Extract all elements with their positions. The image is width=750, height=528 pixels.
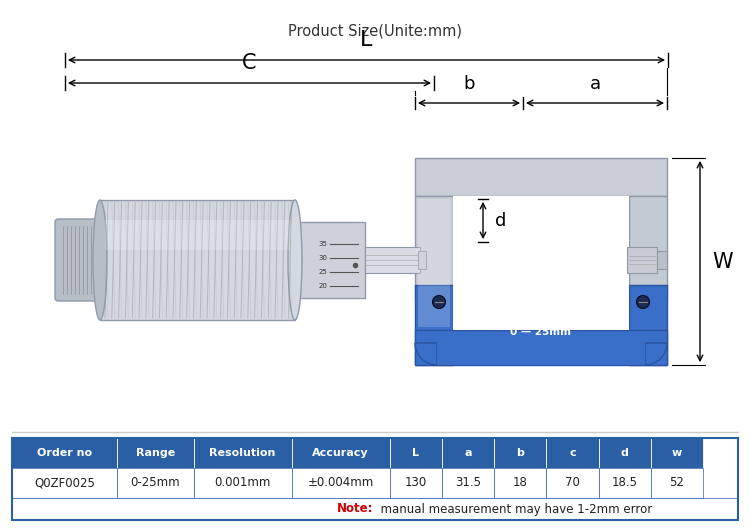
Bar xyxy=(598,438,651,468)
Ellipse shape xyxy=(288,200,302,320)
Bar xyxy=(12,498,738,520)
Bar xyxy=(651,438,704,468)
Text: 35: 35 xyxy=(318,241,327,247)
Bar xyxy=(292,468,389,498)
Bar xyxy=(546,468,598,498)
Ellipse shape xyxy=(93,200,107,320)
Text: c: c xyxy=(569,448,576,458)
Bar xyxy=(389,438,442,468)
Bar xyxy=(657,251,667,269)
Bar xyxy=(598,468,651,498)
Text: Accuracy: Accuracy xyxy=(312,448,369,458)
Text: 18.5: 18.5 xyxy=(612,476,638,489)
Text: L: L xyxy=(413,448,419,458)
Bar xyxy=(627,247,657,273)
Bar xyxy=(389,468,442,498)
Bar xyxy=(12,438,738,520)
Bar xyxy=(105,220,290,250)
Bar xyxy=(12,438,117,468)
Bar xyxy=(415,330,667,365)
Text: Order no: Order no xyxy=(37,448,92,458)
Bar xyxy=(194,468,292,498)
Bar xyxy=(651,468,704,498)
Bar xyxy=(629,285,667,365)
Text: w: w xyxy=(672,448,682,458)
Bar xyxy=(546,438,598,468)
Wedge shape xyxy=(645,343,667,365)
Bar xyxy=(418,251,426,269)
Bar xyxy=(415,285,453,365)
Bar xyxy=(418,199,450,327)
Text: 18: 18 xyxy=(513,476,528,489)
Text: b: b xyxy=(516,448,524,458)
Text: 52: 52 xyxy=(670,476,685,489)
Circle shape xyxy=(433,296,445,308)
Text: 130: 130 xyxy=(404,476,427,489)
Bar xyxy=(629,196,667,300)
Text: d: d xyxy=(621,448,628,458)
Bar xyxy=(494,438,546,468)
FancyBboxPatch shape xyxy=(55,219,103,301)
Text: 30: 30 xyxy=(318,255,327,261)
Circle shape xyxy=(637,296,650,308)
Text: 0. 01mm: 0. 01mm xyxy=(515,313,566,323)
Text: d: d xyxy=(495,212,506,230)
Text: 0-25mm: 0-25mm xyxy=(130,476,180,489)
Text: Range: Range xyxy=(136,448,175,458)
Bar xyxy=(365,247,420,273)
Text: Note:: Note: xyxy=(337,503,373,515)
Bar xyxy=(117,468,194,498)
Bar xyxy=(453,196,629,330)
Text: ±0.004mm: ±0.004mm xyxy=(308,476,374,489)
Text: a: a xyxy=(590,75,601,93)
Text: C: C xyxy=(242,53,256,73)
Text: Resolution: Resolution xyxy=(209,448,276,458)
Bar xyxy=(415,196,453,300)
Bar xyxy=(442,438,494,468)
Bar xyxy=(295,222,365,298)
Text: 70: 70 xyxy=(565,476,580,489)
Text: 0 — 25mm: 0 — 25mm xyxy=(511,327,572,337)
Bar xyxy=(442,468,494,498)
Bar xyxy=(437,343,645,365)
Bar xyxy=(194,438,292,468)
Text: manual measurement may have 1-2mm error: manual measurement may have 1-2mm error xyxy=(373,503,652,515)
Bar xyxy=(292,438,389,468)
Text: Product Size(Unite:mm): Product Size(Unite:mm) xyxy=(288,23,462,38)
Bar xyxy=(12,468,117,498)
Bar xyxy=(117,438,194,468)
Text: W: W xyxy=(712,251,733,271)
Text: 20: 20 xyxy=(318,283,327,289)
Text: 25: 25 xyxy=(318,269,327,275)
Bar xyxy=(494,468,546,498)
Text: b: b xyxy=(464,75,475,93)
Wedge shape xyxy=(415,343,437,365)
Text: Q0ZF0025: Q0ZF0025 xyxy=(34,476,95,489)
Bar xyxy=(100,200,295,320)
Text: 31.5: 31.5 xyxy=(455,476,481,489)
Text: 0.001mm: 0.001mm xyxy=(214,476,271,489)
Text: L: L xyxy=(360,30,373,50)
Text: a: a xyxy=(464,448,472,458)
Bar xyxy=(415,158,667,196)
